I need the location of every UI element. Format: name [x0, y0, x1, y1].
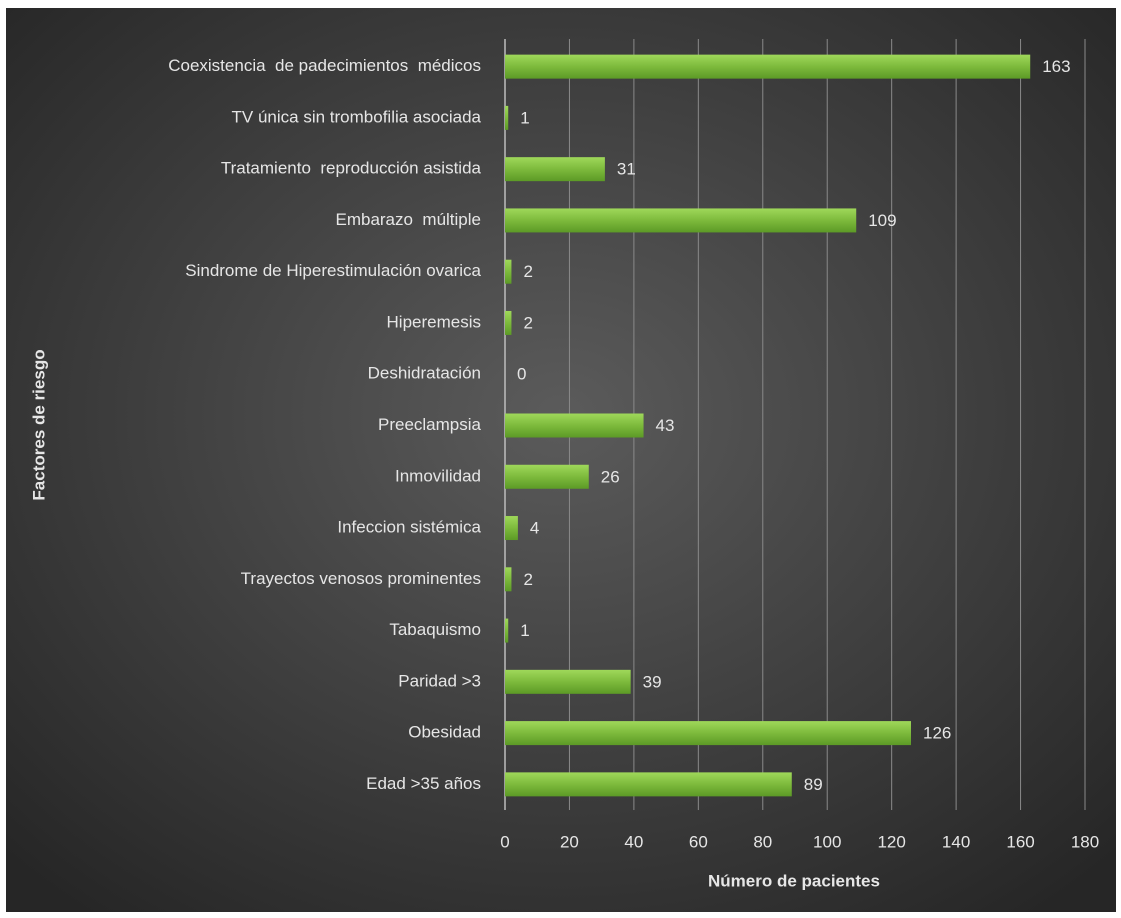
data-label: 2: [523, 262, 532, 281]
bar: [505, 208, 857, 233]
x-tick-label: 140: [942, 832, 970, 851]
y-tick-label: Embarazo múltiple: [335, 210, 481, 229]
bar: [505, 413, 644, 438]
y-tick-label: Paridad >3: [398, 671, 481, 690]
x-tick-label: 120: [877, 832, 905, 851]
bar: [505, 157, 605, 182]
data-label: 1: [520, 621, 529, 640]
data-label: 109: [868, 211, 896, 230]
y-tick-label: Sindrome de Hiperestimulación ovarica: [185, 261, 481, 280]
x-tick-label: 80: [753, 832, 772, 851]
bar: [505, 259, 512, 284]
y-tick-label: Trayectos venosos prominentes: [241, 569, 481, 588]
data-label: 89: [804, 775, 823, 794]
bar: [505, 105, 509, 130]
bar: [505, 567, 512, 592]
y-tick-label: Coexistencia de padecimientos médicos: [168, 56, 481, 75]
y-tick-label: Deshidratación: [368, 364, 481, 383]
bar: [505, 464, 589, 489]
x-axis-title: Número de pacientes: [708, 871, 880, 890]
y-tick-label: Edad >35 años: [366, 774, 481, 793]
bar: [505, 772, 792, 797]
y-tick-label: Tratamiento reproducción asistida: [221, 159, 482, 178]
y-tick-label: Tabaquismo: [389, 620, 481, 639]
x-tick-label: 160: [1006, 832, 1034, 851]
data-label: 163: [1042, 57, 1070, 76]
data-label: 126: [923, 724, 951, 743]
bar: [505, 618, 509, 643]
y-tick-label: Inmovilidad: [395, 466, 481, 485]
x-tick-label: 60: [689, 832, 708, 851]
x-tick-label: 40: [624, 832, 643, 851]
y-axis-title: Factores de riesgo: [29, 349, 48, 500]
data-label: 2: [523, 313, 532, 332]
bar: [505, 669, 631, 694]
data-label: 39: [643, 672, 662, 691]
y-tick-label: Infeccion sistémica: [337, 518, 481, 537]
y-tick-label: Hiperemesis: [387, 312, 481, 331]
y-tick-label: Preeclampsia: [378, 415, 482, 434]
x-tick-label: 100: [813, 832, 841, 851]
bar: [505, 516, 518, 541]
data-label: 2: [523, 570, 532, 589]
data-label: 0: [517, 365, 526, 384]
bar: [505, 721, 911, 746]
bar: [505, 310, 512, 335]
data-label: 4: [530, 519, 539, 538]
data-label: 43: [656, 416, 675, 435]
data-label: 26: [601, 467, 620, 486]
data-label: 31: [617, 160, 636, 179]
x-tick-label: 180: [1071, 832, 1099, 851]
data-label: 1: [520, 108, 529, 127]
bar: [505, 54, 1031, 79]
y-tick-label: TV única sin trombofilia asociada: [232, 107, 482, 126]
x-tick-label: 20: [560, 832, 579, 851]
y-tick-label: Obesidad: [408, 723, 481, 742]
x-tick-label: 0: [500, 832, 509, 851]
